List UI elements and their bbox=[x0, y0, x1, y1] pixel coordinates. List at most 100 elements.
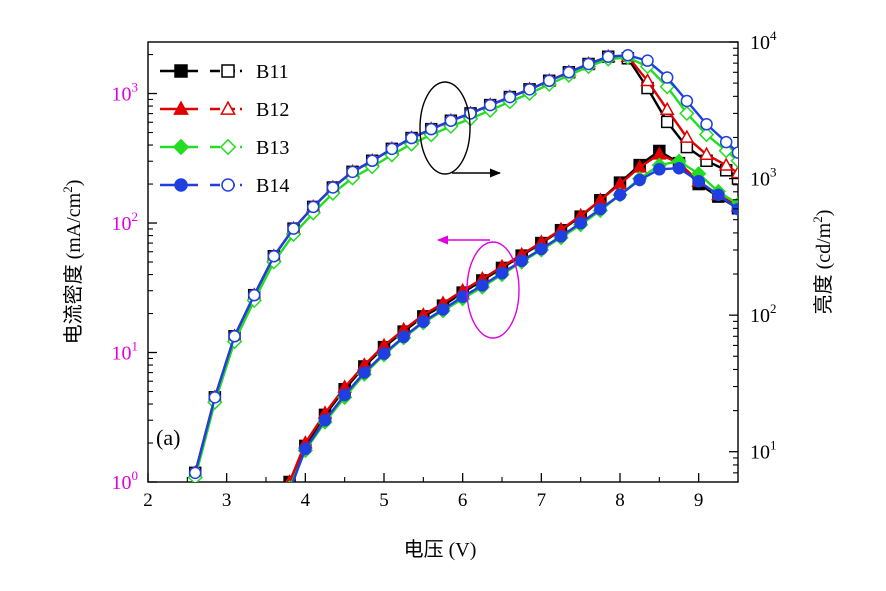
current-point-b14 bbox=[417, 315, 430, 328]
x-tick-label: 7 bbox=[537, 490, 547, 511]
x-tick-label: 5 bbox=[379, 490, 389, 511]
legend-marker-filled-b13 bbox=[172, 138, 190, 156]
legend-label-b11: B11 bbox=[256, 61, 289, 83]
luminance-point-b14 bbox=[641, 54, 654, 67]
left-axis-title-text: 电流密度 (mA/cm bbox=[62, 192, 85, 344]
right-y-tick-base: 10 bbox=[750, 305, 770, 327]
luminance-point-b14 bbox=[267, 249, 281, 263]
right-y-tick-base: 10 bbox=[750, 32, 770, 54]
current-point-b14 bbox=[284, 486, 295, 497]
luminance-point-b14 bbox=[582, 57, 595, 71]
legend-marker-open-b13 bbox=[219, 138, 237, 156]
panel-label: (a) bbox=[156, 425, 180, 450]
right-axis-title-close: ) bbox=[813, 210, 835, 217]
luminance-point-b11 bbox=[680, 140, 694, 154]
current-point-b14 bbox=[633, 173, 646, 187]
x-tick-label: 4 bbox=[301, 490, 311, 511]
left-y-tick-exp: 1 bbox=[132, 339, 139, 354]
current-point-b14 bbox=[358, 366, 371, 379]
luminance-point-b14 bbox=[621, 48, 635, 62]
luminance-point-b14 bbox=[405, 131, 418, 145]
right-axis-title-sup: 2 bbox=[810, 216, 825, 223]
current-point-b14 bbox=[535, 242, 548, 256]
series-layer bbox=[187, 48, 738, 497]
luminance-point-b12 bbox=[640, 72, 655, 87]
luminance-point-b14 bbox=[523, 83, 536, 96]
luminance-point-b14 bbox=[287, 222, 300, 235]
legend-label-b12: B12 bbox=[256, 99, 289, 121]
legend-marker-filled-b11 bbox=[174, 64, 188, 78]
right-y-tick-label: 103 bbox=[750, 165, 777, 191]
current-point-b14 bbox=[712, 188, 725, 202]
luminance-point-b14 bbox=[385, 142, 399, 156]
current-point-b14 bbox=[653, 163, 666, 176]
luminance-point-b14 bbox=[188, 466, 202, 480]
left-y-tick-exp: 3 bbox=[132, 80, 139, 95]
luminance-point-b12 bbox=[730, 165, 738, 179]
legend-marker-open-b14 bbox=[221, 178, 235, 192]
luminance-point-b14 bbox=[306, 200, 320, 214]
left-y-tick-base: 10 bbox=[112, 84, 132, 106]
legend-marker-filled-b14 bbox=[174, 178, 188, 192]
luminance-point-b14 bbox=[562, 66, 576, 79]
legend-label-b13: B13 bbox=[256, 137, 289, 159]
current-point-b14 bbox=[594, 202, 607, 216]
right-axis-title: 亮度 (cd/m2) bbox=[810, 210, 835, 315]
luminance-point-b14 bbox=[700, 117, 713, 131]
x-tick-label: 9 bbox=[694, 490, 704, 511]
luminance-point-b14 bbox=[346, 165, 359, 179]
current-point-b14 bbox=[397, 330, 410, 344]
luminance-point-b12 bbox=[679, 129, 695, 143]
luminance-ellipse bbox=[419, 81, 471, 175]
current-ellipse bbox=[466, 241, 520, 339]
legend-marker-open-b12 bbox=[220, 100, 236, 115]
left-axis-title: 电流密度 (mA/cm2) bbox=[60, 180, 85, 345]
left-y-tick-label: 102 bbox=[112, 209, 139, 235]
left-y-tick-base: 10 bbox=[112, 472, 132, 494]
right-y-tick-exp: 1 bbox=[770, 438, 777, 453]
luminance-point-b14 bbox=[228, 330, 241, 343]
x-tick-label: 3 bbox=[222, 490, 232, 511]
left-y-tick-exp: 0 bbox=[132, 468, 139, 483]
left-axis-title-sup: 2 bbox=[60, 186, 75, 193]
luminance-point-b14 bbox=[444, 114, 458, 128]
current-point-b14 bbox=[515, 254, 528, 268]
luminance-point-b14 bbox=[660, 71, 674, 84]
current-point-b14 bbox=[476, 279, 489, 292]
current-point-b14 bbox=[377, 347, 391, 360]
x-axis-title: 电压 (V) bbox=[404, 538, 477, 561]
current-line-b14 bbox=[291, 166, 738, 482]
right-axis-title-text: 亮度 (cd/m bbox=[812, 222, 835, 314]
current-line-b13 bbox=[290, 159, 738, 482]
right-y-tick-exp: 4 bbox=[770, 28, 777, 43]
legend: B11 B12 B13 B14 bbox=[160, 61, 289, 197]
current-line-b11 bbox=[288, 149, 738, 482]
left-axis-title-close: ) bbox=[63, 180, 85, 187]
left-y-tick-base: 10 bbox=[112, 213, 132, 235]
right-y-tick-label: 104 bbox=[750, 28, 777, 54]
current-point-b14 bbox=[299, 442, 312, 456]
current-point-b13 bbox=[287, 480, 292, 482]
luminance-point-b11 bbox=[660, 115, 674, 129]
current-point-b14 bbox=[613, 188, 627, 202]
right-y-tick-exp: 3 bbox=[770, 165, 777, 180]
left-y-tick-exp: 2 bbox=[132, 209, 139, 224]
right-y-tick-label: 102 bbox=[750, 301, 777, 327]
luminance-point-b12 bbox=[718, 157, 734, 171]
left-y-tick-label: 103 bbox=[112, 80, 139, 106]
right-y-tick-exp: 2 bbox=[770, 301, 777, 316]
current-point-b14 bbox=[692, 175, 705, 188]
current-point-b14 bbox=[456, 290, 469, 303]
luminance-point-b14 bbox=[731, 146, 738, 159]
x-tick-label: 6 bbox=[458, 490, 468, 511]
left-y-tick-base: 10 bbox=[112, 343, 132, 365]
luminance-point-b14 bbox=[247, 288, 261, 302]
current-point-b14 bbox=[318, 413, 332, 427]
left-y-tick-label: 100 bbox=[112, 468, 139, 494]
luminance-point-b14 bbox=[542, 74, 556, 88]
right-y-tick-base: 10 bbox=[750, 169, 770, 191]
current-point-b14 bbox=[554, 230, 568, 243]
luminance-point-b14 bbox=[601, 50, 615, 63]
luminance-point-b14 bbox=[680, 94, 694, 108]
